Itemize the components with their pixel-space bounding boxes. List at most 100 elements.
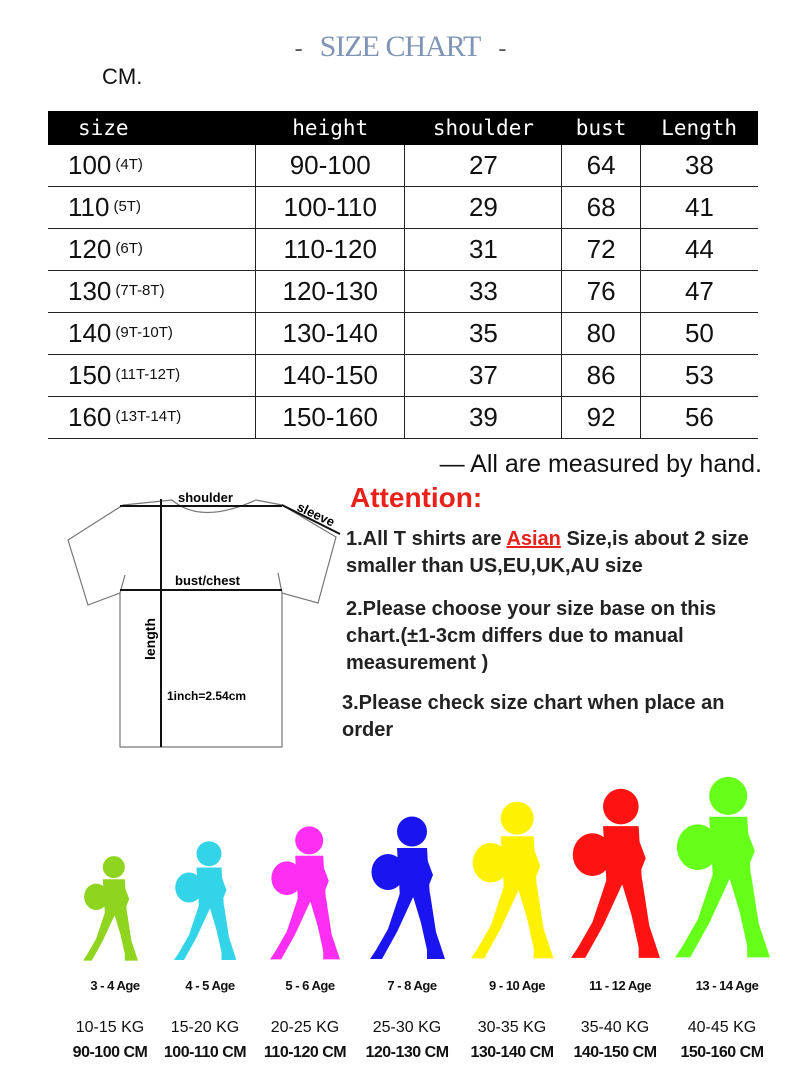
size-tag: (5T) (113, 198, 141, 215)
table-row: 100 (4T) 90-100 27 64 38 (48, 145, 758, 187)
kid-kg: 25-30 KG (372, 1019, 442, 1036)
cell-height: 130-140 (254, 312, 405, 355)
kid-cm: 120-130 CM (365, 1044, 449, 1061)
kid-kg: 10-15 KG (75, 1019, 145, 1036)
cell-shoulder: 29 (404, 186, 562, 229)
title-text: SIZE CHART (319, 30, 482, 63)
attention-point-3: 3.Please check size chart when place an … (342, 692, 725, 741)
child-silhouette-icon (270, 826, 340, 960)
size-tag: (4T) (115, 156, 143, 173)
attention-title: Attention: (350, 482, 483, 513)
child-silhouette-icon (369, 816, 445, 959)
cell-height: 120-130 (254, 270, 405, 313)
measure-note: — All are measured by hand. (439, 450, 762, 478)
p1a: 1.All T shirts are (346, 528, 507, 550)
child-silhouette-icon (173, 841, 237, 960)
kid-kg: 40-45 KG (687, 1019, 757, 1036)
kid-age: 4 - 5 Age (185, 978, 235, 993)
header-height: height (255, 111, 405, 145)
cell-height: 90-100 (254, 145, 405, 187)
table-row: 130 (7T-8T) 120-130 33 76 47 (48, 270, 758, 313)
cell-size: 140 (9T-10T) (48, 312, 256, 355)
kid-age: 7 - 8 Age (387, 978, 437, 993)
shoulder-label: shoulder (178, 490, 233, 505)
bust-label: bust/chest (175, 573, 241, 588)
p1c: Size,is about 2 size smaller than US,EU,… (346, 528, 749, 577)
cell-bust: 80 (561, 312, 641, 355)
cell-length: 38 (639, 145, 758, 187)
cell-shoulder: 27 (404, 145, 562, 187)
cell-length: 44 (639, 228, 758, 271)
child-silhouette-icon (82, 856, 138, 961)
inch-label: 1inch=2.54cm (167, 689, 246, 703)
kid-cm: 90-100 CM (72, 1044, 148, 1061)
child-silhouette-icon (674, 776, 770, 958)
kid-kg: 35-40 KG (580, 1019, 650, 1036)
size-value: 140 (68, 318, 112, 348)
cell-length: 47 (639, 270, 758, 313)
table-row: 110 (5T) 100-110 29 68 41 (48, 186, 758, 229)
cell-height: 150-160 (254, 396, 405, 439)
kid-kg: 20-25 KG (270, 1019, 340, 1036)
table-row: 120 (6T) 110-120 31 72 44 (48, 228, 758, 271)
cell-size: 150 (11T-12T) (48, 354, 256, 397)
header-size: size (48, 111, 256, 145)
cell-size: 100 (4T) (48, 145, 256, 187)
size-value: 130 (68, 276, 112, 306)
kid-age: 9 - 10 Age (489, 978, 545, 993)
asian-text: Asian (506, 528, 561, 550)
table-row: 150 (11T-12T) 140-150 37 86 53 (48, 354, 758, 397)
cell-length: 53 (639, 354, 758, 397)
cell-bust: 68 (561, 186, 641, 229)
cell-bust: 86 (561, 354, 641, 397)
attention-point-2: 2.Please choose your size base on this c… (346, 598, 717, 674)
size-value: 160 (68, 402, 112, 432)
size-value: 100 (68, 150, 112, 180)
cell-shoulder: 37 (404, 354, 562, 397)
kid-age: 11 - 12 Age (589, 978, 651, 993)
size-value: 150 (68, 360, 112, 390)
size-tag: (11T-12T) (115, 366, 181, 383)
header-shoulder: shoulder (404, 111, 562, 145)
kid-age: 3 - 4 Age (90, 978, 140, 993)
kid-kg: 15-20 KG (170, 1019, 240, 1036)
cell-size: 110 (5T) (48, 186, 256, 229)
size-value: 110 (68, 192, 110, 222)
attention-point-1: 1.All T shirts are Asian Size,is about 2… (346, 526, 756, 580)
header-length: Length (640, 111, 758, 145)
cell-bust: 72 (561, 228, 641, 271)
cell-size: 130 (7T-8T) (48, 270, 256, 313)
size-value: 120 (68, 234, 112, 264)
cell-height: 140-150 (254, 354, 405, 397)
cell-bust: 92 (561, 396, 641, 439)
size-tag: (7T-8T) (115, 282, 165, 299)
header-bust: bust (561, 111, 641, 145)
kid-cm: 140-150 CM (573, 1044, 657, 1061)
kid-cm: 110-120 CM (263, 1044, 347, 1061)
cell-bust: 76 (561, 270, 641, 313)
kid-cm: 130-140 CM (470, 1044, 554, 1061)
page-title: - SIZE CHART - (294, 30, 507, 63)
child-silhouette-icon (570, 788, 660, 958)
cell-shoulder: 35 (404, 312, 562, 355)
kid-age: 5 - 6 Age (285, 978, 335, 993)
size-tag: (13T-14T) (115, 408, 182, 425)
kid-age: 13 - 14 Age (695, 978, 759, 993)
cell-height: 110-120 (254, 228, 405, 271)
child-silhouette-icon (470, 801, 554, 959)
tshirt-diagram: shoulder sleeve bust/chest length 1inch=… (67, 490, 341, 748)
cell-shoulder: 33 (404, 270, 562, 313)
cell-shoulder: 31 (404, 228, 562, 271)
cell-length: 41 (639, 186, 758, 229)
kid-cm: 150-160 CM (680, 1044, 764, 1061)
cell-length: 56 (639, 396, 758, 439)
cell-height: 100-110 (254, 186, 405, 229)
cell-size: 160 (13T-14T) (48, 396, 256, 439)
cell-size: 120 (6T) (48, 228, 256, 271)
cell-length: 50 (639, 312, 758, 355)
cell-bust: 64 (561, 145, 641, 187)
size-table: size height shoulder bust Length 100 (4T)… (48, 111, 758, 439)
unit-label: CM. (102, 64, 143, 89)
table-row: 140 (9T-10T) 130-140 35 80 50 (48, 312, 758, 355)
length-label: length (142, 618, 158, 660)
